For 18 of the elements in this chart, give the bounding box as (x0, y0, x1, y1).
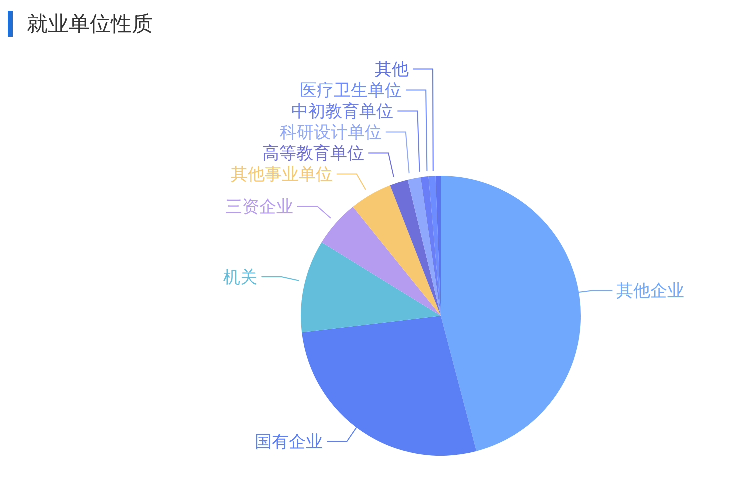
slice-label: 医疗卫生单位 (300, 81, 402, 102)
pie-slice (408, 177, 441, 316)
slice-label: 科研设计单位 (280, 123, 382, 144)
slice-label: 三资企业 (225, 197, 294, 218)
pie-slice (390, 180, 441, 316)
slice-label: 中初教育单位 (292, 102, 394, 122)
slice-label: 其他企业 (616, 282, 685, 302)
pie-slice (301, 242, 441, 333)
slice-label: 机关 (224, 268, 258, 288)
pie-slice (322, 207, 441, 316)
slice-label: 其他事业单位 (230, 165, 333, 186)
slice-label: 高等教育单位 (262, 144, 365, 164)
slice-label: 其他 (375, 60, 410, 80)
slice-label: 国有企业 (255, 432, 324, 453)
pie-slice (353, 186, 441, 316)
chart-title: 就业单位性质 (27, 11, 153, 38)
pie-slice (428, 176, 441, 316)
pie-slice (420, 176, 441, 316)
